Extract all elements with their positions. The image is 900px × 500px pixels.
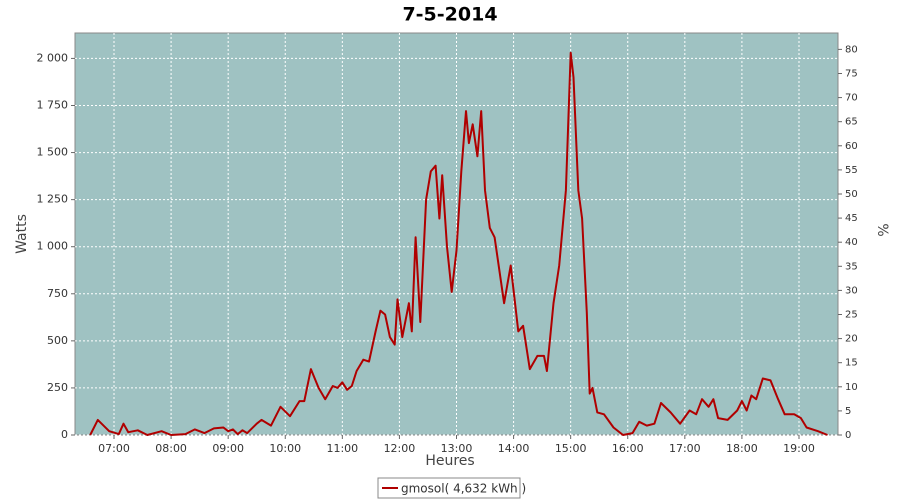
y2-tick-label: 25	[845, 309, 858, 320]
y-tick-label: 250	[47, 381, 68, 394]
line-series	[89, 51, 828, 436]
x-tick-label: 12:00	[384, 442, 416, 455]
y-tick-label: 1 000	[37, 240, 69, 253]
y2-tick-label: 70	[845, 93, 858, 104]
x-tick-label: 11:00	[326, 442, 358, 455]
y2-tick-label: 50	[845, 189, 858, 200]
x-tick-label: 07:00	[98, 442, 130, 455]
y-tick-label: 0	[61, 428, 68, 441]
y2-tick-label: 65	[845, 117, 858, 128]
y2-tick-label: 75	[845, 68, 858, 79]
y-tick-label: 2 000	[37, 51, 69, 64]
x-tick-label: 13:00	[441, 442, 473, 455]
y2-tick-label: 15	[845, 358, 858, 369]
y-tick-label: 1 750	[37, 98, 69, 111]
x-axis-label: Heures	[425, 453, 474, 469]
y2-axis-label: %	[874, 223, 890, 236]
y-tick-label: 1 500	[37, 146, 69, 159]
y2-tick-label: 55	[845, 165, 858, 176]
x-tick-label: 17:00	[669, 442, 701, 455]
y2-tick-label: 5	[845, 406, 851, 417]
y2-tick-label: 40	[845, 237, 858, 248]
x-tick-label: 08:00	[155, 442, 187, 455]
y2-tick-label: 0	[845, 430, 851, 441]
y2-tick-label: 60	[845, 141, 858, 152]
y-axis-label: Watts	[14, 214, 30, 254]
legend-label: gmosol( 4,632 kWh )	[401, 482, 526, 496]
y-tick-label: 1 250	[37, 193, 69, 206]
y2-tick-label: 10	[845, 382, 858, 393]
legend	[377, 477, 521, 499]
y-tick-label: 750	[47, 287, 68, 300]
x-tick-label: 18:00	[726, 442, 758, 455]
x-tick-label: 16:00	[612, 442, 644, 455]
chart-title: 7-5-2014	[402, 4, 497, 26]
x-tick-label: 14:00	[498, 442, 530, 455]
y2-tick-label: 30	[845, 285, 858, 296]
x-tick-label: 19:00	[783, 442, 815, 455]
y2-tick-label: 20	[845, 334, 858, 345]
y-tick-label: 500	[47, 334, 68, 347]
y2-tick-label: 80	[845, 44, 858, 55]
x-tick-label: 10:00	[269, 442, 301, 455]
x-tick-label: 09:00	[212, 442, 244, 455]
y2-tick-label: 35	[845, 261, 858, 272]
x-tick-label: 15:00	[555, 442, 587, 455]
y2-tick-label: 45	[845, 213, 858, 224]
